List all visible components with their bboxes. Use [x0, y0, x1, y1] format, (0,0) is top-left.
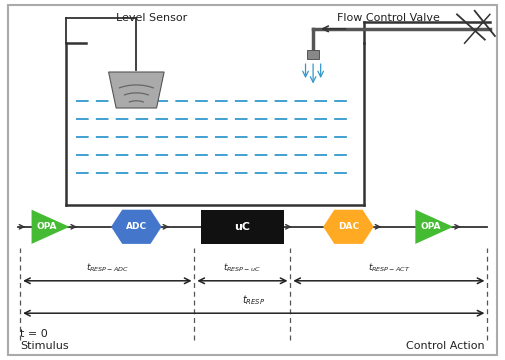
Text: Control Action: Control Action	[406, 341, 485, 351]
Text: $t_{RESP-uC}$: $t_{RESP-uC}$	[224, 262, 261, 274]
Polygon shape	[323, 210, 374, 244]
Text: ADC: ADC	[126, 222, 147, 231]
Text: Flow Control Valve: Flow Control Valve	[337, 13, 440, 23]
Polygon shape	[109, 72, 164, 108]
Text: OPA: OPA	[36, 222, 57, 231]
Polygon shape	[31, 210, 70, 244]
Bar	[200, 210, 284, 244]
Text: $t_{RESP-ACT}$: $t_{RESP-ACT}$	[368, 262, 410, 274]
Text: DAC: DAC	[338, 222, 359, 231]
Text: OPA: OPA	[420, 222, 441, 231]
Text: Stimulus: Stimulus	[20, 341, 69, 351]
Bar	[307, 50, 320, 59]
Text: t = 0: t = 0	[20, 329, 48, 339]
Text: Level Sensor: Level Sensor	[116, 13, 187, 23]
Text: uC: uC	[234, 222, 250, 232]
Polygon shape	[415, 210, 453, 244]
Text: $t_{RESP}$: $t_{RESP}$	[242, 293, 266, 307]
Text: $t_{RESP-ADC}$: $t_{RESP-ADC}$	[86, 262, 129, 274]
Polygon shape	[111, 210, 162, 244]
